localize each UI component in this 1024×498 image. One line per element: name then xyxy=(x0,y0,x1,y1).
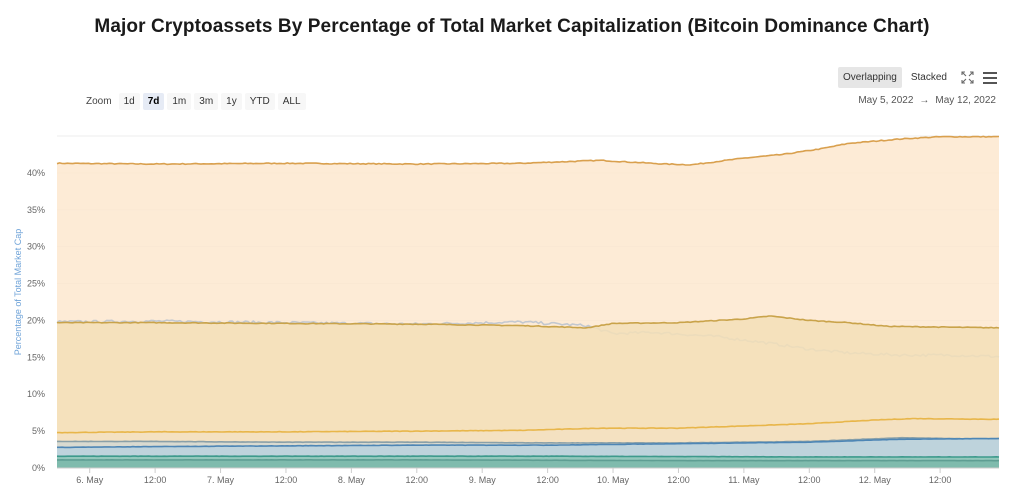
series-area-7 xyxy=(57,459,999,468)
x-tick-label: 7. May xyxy=(207,475,235,485)
x-tick-label: 12:00 xyxy=(929,475,952,485)
y-tick-label: 10% xyxy=(27,389,45,399)
x-tick-label: 10. May xyxy=(597,475,630,485)
zoom-ytd-button[interactable]: YTD xyxy=(244,93,275,110)
x-tick-label: 12:00 xyxy=(536,475,559,485)
series-line-5 xyxy=(57,437,1000,449)
chart-toolbar: Overlapping Stacked xyxy=(837,67,998,88)
series-line-0 xyxy=(56,135,1000,166)
zoom-7d-button[interactable]: 7d xyxy=(142,93,165,110)
series-line-2 xyxy=(56,315,1000,329)
x-tick-label: 8. May xyxy=(338,475,366,485)
x-tick-label: 12:00 xyxy=(798,475,821,485)
x-tick-label: 11. May xyxy=(728,475,760,485)
y-tick-label: 30% xyxy=(27,242,45,252)
zoom-1d-button[interactable]: 1d xyxy=(118,93,140,110)
overlapping-mode-button[interactable]: Overlapping xyxy=(837,67,902,88)
hamburger-menu-icon[interactable] xyxy=(982,70,998,86)
series-line-7 xyxy=(57,459,1000,462)
y-tick-label: 15% xyxy=(27,352,45,362)
series-line-4 xyxy=(57,436,999,444)
y-axis-label: Percentage of Total Market Cap xyxy=(13,229,23,355)
x-tick-label: 12:00 xyxy=(667,475,690,485)
stacked-mode-button[interactable]: Stacked xyxy=(910,72,947,83)
series-line-3 xyxy=(57,417,1000,434)
range-separator: → xyxy=(919,95,930,106)
date-range: May 5, 2022 → May 12, 2022 xyxy=(858,95,996,106)
range-to-date[interactable]: May 12, 2022 xyxy=(935,95,996,106)
y-tick-label: 20% xyxy=(27,315,45,325)
y-tick-label: 0% xyxy=(32,463,45,473)
x-tick-label: 12:00 xyxy=(144,475,167,485)
fullscreen-icon[interactable] xyxy=(959,70,975,86)
chart-title: Major Cryptoassets By Percentage of Tota… xyxy=(94,16,930,37)
x-tick-label: 9. May xyxy=(469,475,497,485)
zoom-all-button[interactable]: ALL xyxy=(277,93,306,110)
y-tick-label: 5% xyxy=(32,426,45,436)
range-from-date[interactable]: May 5, 2022 xyxy=(858,95,914,106)
y-tick-label: 40% xyxy=(27,168,45,178)
x-tick-label: 12. May xyxy=(859,475,892,485)
zoom-1m-button[interactable]: 1m xyxy=(167,93,192,110)
zoom-3m-button[interactable]: 3m xyxy=(194,93,219,110)
zoom-1y-button[interactable]: 1y xyxy=(221,93,242,110)
x-tick-label: 12:00 xyxy=(406,475,429,485)
series-line-6 xyxy=(56,455,1000,458)
y-tick-label: 35% xyxy=(27,205,45,215)
x-tick-label: 6. May xyxy=(76,475,104,485)
zoom-label: Zoom xyxy=(86,96,112,107)
y-tick-label: 25% xyxy=(27,279,45,289)
x-tick-label: 12:00 xyxy=(275,475,298,485)
zoom-selector: Zoom 1d 7d 1m 3m 1y YTD ALL xyxy=(86,93,306,110)
